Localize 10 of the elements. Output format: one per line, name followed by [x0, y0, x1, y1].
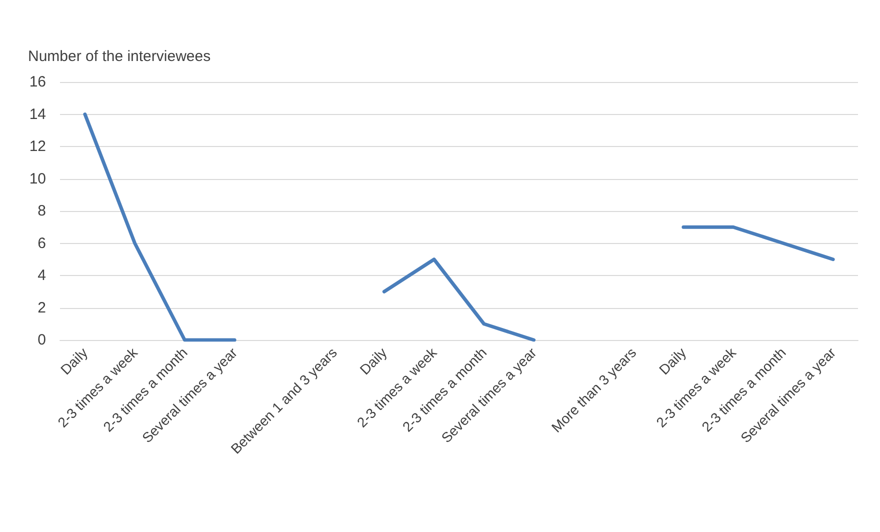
y-tick-label: 4	[38, 267, 46, 284]
y-tick-label: 2	[38, 299, 46, 316]
y-tick-label: 8	[38, 202, 46, 220]
y-tick-label: 16	[29, 74, 46, 90]
y-tick-label: 10	[29, 170, 46, 188]
y-axis-title: Number of the interviewees	[28, 48, 211, 65]
y-tick-label: 6	[38, 234, 46, 252]
y-tick-label: 14	[29, 106, 46, 123]
y-tick-label: 12	[29, 138, 46, 155]
y-tick-label: 0	[38, 332, 46, 348]
